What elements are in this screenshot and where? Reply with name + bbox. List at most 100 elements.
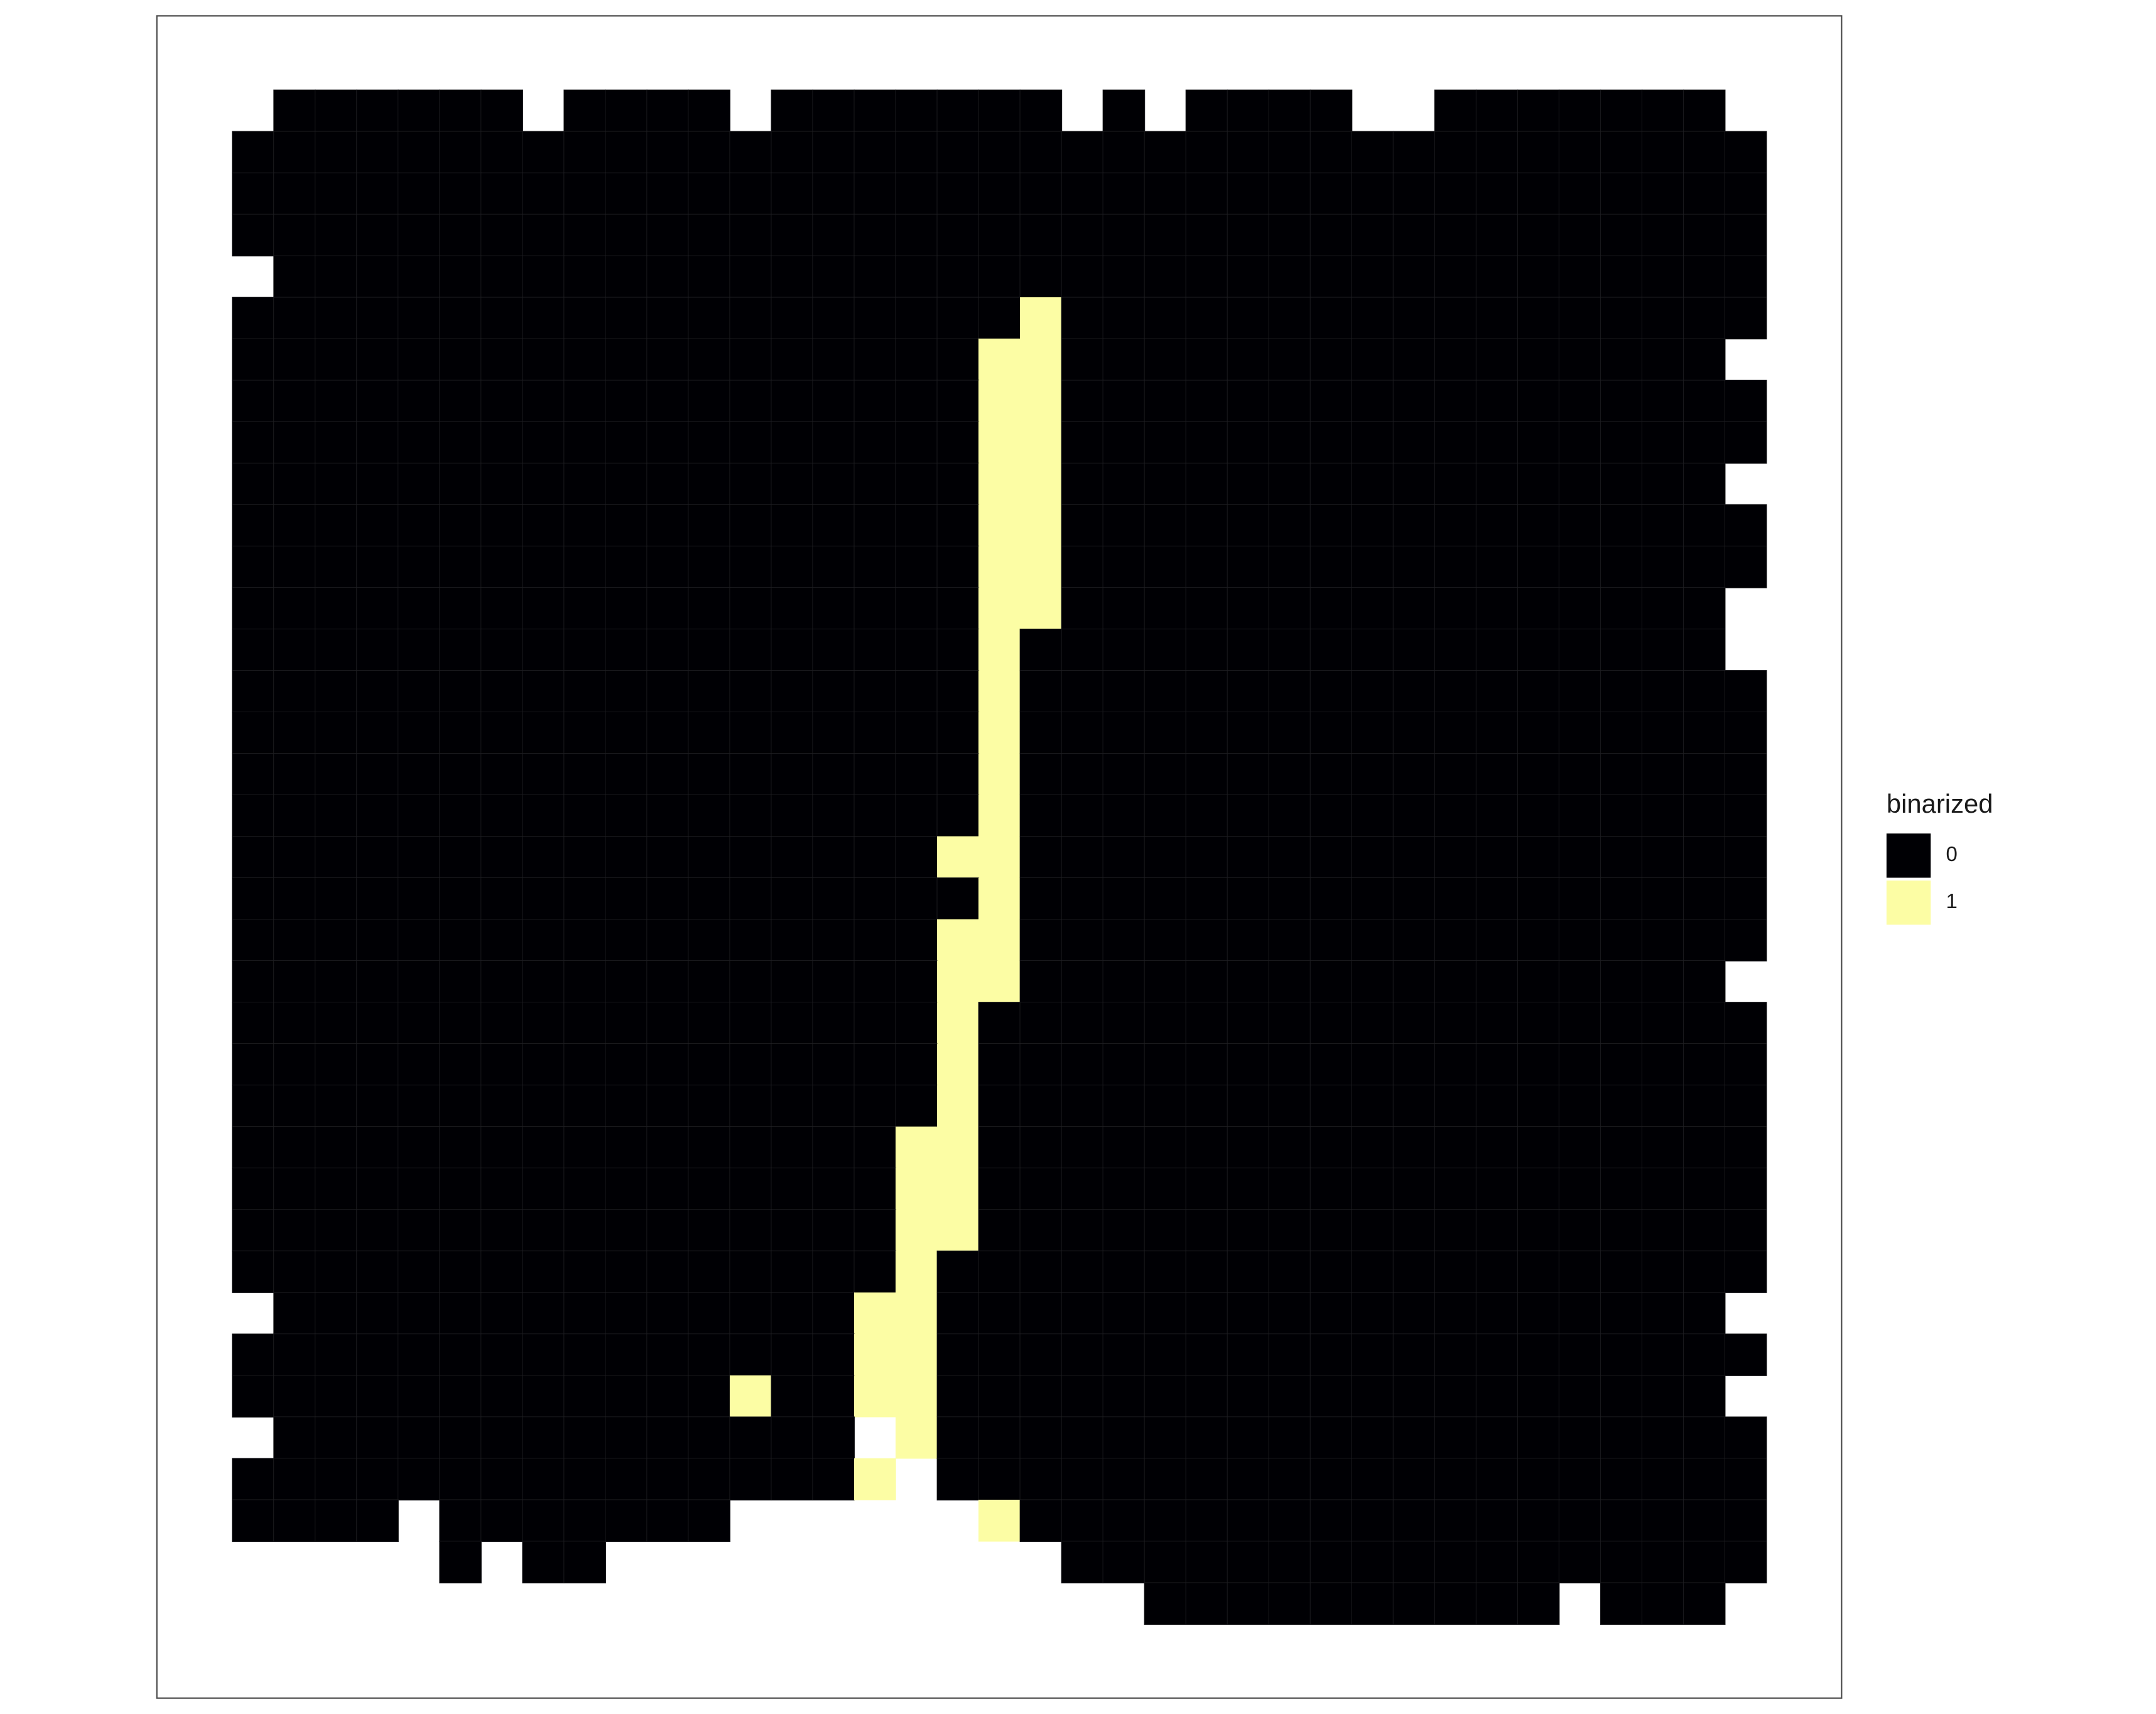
cell (1558, 711, 1601, 754)
cell (1185, 711, 1228, 754)
cell (1641, 1416, 1684, 1459)
cell (1144, 1126, 1187, 1169)
cell (480, 172, 523, 215)
cell (1682, 711, 1726, 754)
cell (1641, 1292, 1684, 1335)
cell (356, 836, 399, 879)
cell (812, 1002, 855, 1044)
cell (1558, 338, 1601, 381)
cell (1475, 1250, 1519, 1293)
cell (563, 877, 606, 920)
heatmap-cells (232, 89, 1767, 1625)
cell (937, 1126, 979, 1169)
cell (1641, 89, 1684, 133)
cell (646, 919, 690, 962)
cell (1102, 255, 1146, 298)
cell (771, 172, 814, 215)
cell (605, 752, 648, 796)
cell (1227, 1499, 1270, 1542)
cell (398, 1292, 440, 1335)
cell (1682, 752, 1726, 796)
cell (232, 877, 274, 920)
cell (895, 1043, 938, 1086)
cell (232, 1209, 274, 1252)
cell (480, 795, 523, 837)
cell (1019, 1043, 1063, 1086)
cell (1351, 296, 1394, 340)
cell (232, 628, 274, 671)
cell (1227, 421, 1270, 464)
cell (646, 172, 690, 215)
cell (1185, 752, 1228, 796)
cell (1309, 296, 1353, 340)
cell (1185, 1541, 1228, 1584)
cell (1434, 877, 1477, 920)
cell (978, 1043, 1021, 1086)
cell (646, 836, 690, 879)
cell (605, 296, 648, 340)
cell (812, 1375, 855, 1418)
cell (688, 1250, 731, 1293)
cell (1641, 1250, 1684, 1293)
cell (1102, 628, 1146, 671)
cell (1517, 1168, 1560, 1210)
cell (1724, 379, 1767, 423)
cell (1724, 1209, 1767, 1252)
cell (937, 836, 979, 879)
cell (273, 1333, 316, 1376)
cell (1102, 1168, 1146, 1210)
cell (895, 214, 938, 257)
cell (356, 1499, 399, 1542)
cell (563, 1333, 606, 1376)
cell (812, 545, 855, 589)
cell (439, 1002, 482, 1044)
cell (232, 296, 274, 340)
cell (1351, 545, 1394, 589)
cell (1268, 1250, 1311, 1293)
cell (853, 752, 897, 796)
cell (646, 1126, 690, 1169)
cell (1351, 462, 1394, 506)
cell (729, 711, 772, 754)
cell (1351, 587, 1394, 630)
cell (605, 711, 648, 754)
cell (1517, 1292, 1560, 1335)
cell (522, 1499, 565, 1542)
cell (356, 214, 399, 257)
cell (356, 1043, 399, 1086)
cell (1392, 1002, 1436, 1044)
cell (1558, 960, 1601, 1003)
cell (1517, 1209, 1560, 1252)
cell (853, 795, 897, 837)
cell (1309, 628, 1353, 671)
cell (937, 1085, 979, 1127)
cell (480, 1416, 523, 1459)
cell (1351, 131, 1394, 174)
cell (729, 255, 772, 298)
cell (1227, 255, 1270, 298)
cell (1682, 1168, 1726, 1210)
cell (1682, 1541, 1726, 1584)
cell (1475, 795, 1519, 837)
cell (1600, 1002, 1643, 1044)
cell (1144, 1292, 1187, 1335)
cell (1144, 1458, 1187, 1500)
cell (1558, 1333, 1601, 1376)
cell (1558, 752, 1601, 796)
cell (563, 1002, 606, 1044)
cell (896, 1209, 938, 1252)
cell (522, 338, 565, 381)
cell (522, 1209, 565, 1252)
cell (812, 255, 855, 298)
cell (688, 1333, 731, 1376)
cell (398, 214, 440, 257)
cell (1434, 1085, 1477, 1127)
cell (1517, 1250, 1560, 1293)
cell (1392, 795, 1436, 837)
cell (1309, 877, 1353, 920)
cell (522, 296, 565, 340)
cell (1517, 255, 1560, 298)
cell (563, 1375, 606, 1418)
cell (273, 836, 316, 879)
